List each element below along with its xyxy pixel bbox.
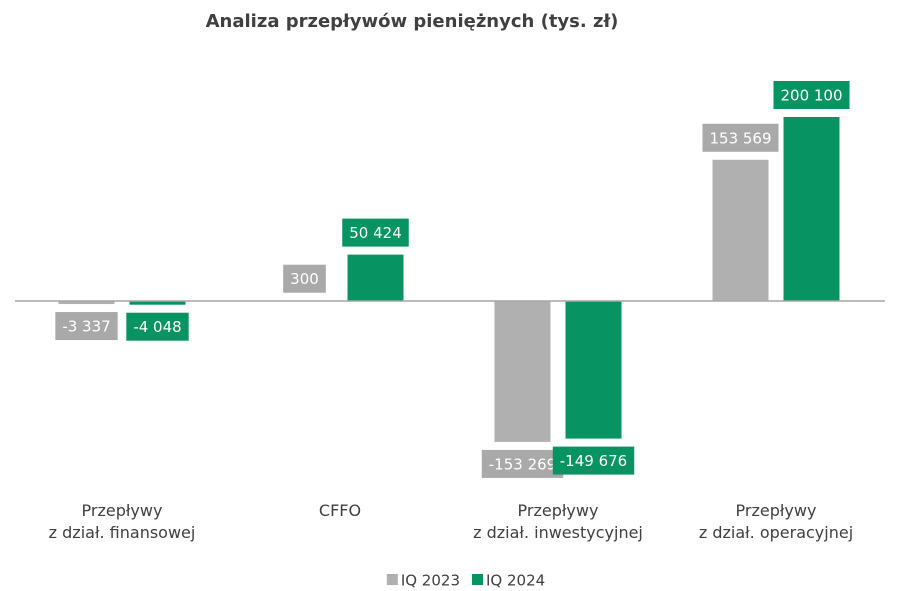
value-label-box (342, 218, 409, 247)
value-label-text: -3 337 (62, 318, 110, 336)
value-label: -3 337 (55, 312, 118, 341)
legend-label: IQ 2023 (401, 572, 460, 590)
bar (347, 254, 404, 301)
bar (712, 159, 769, 301)
value-label-box (126, 312, 189, 341)
chart-title: Analiza przepływów pieniężnych (tys. zł) (206, 11, 619, 32)
x-tick-label: Przepływy z dział. finansowej (48, 501, 196, 542)
value-label-box (283, 264, 326, 293)
x-tick-label: CFFO (318, 501, 362, 520)
value-label: -149 676 (552, 446, 635, 475)
value-label-text: 153 569 (709, 129, 771, 147)
bar (129, 300, 186, 305)
bar (783, 116, 840, 301)
value-label-box (481, 449, 564, 478)
value-label: 200 100 (773, 80, 850, 109)
legend-swatch (386, 574, 398, 585)
value-label: -4 048 (126, 312, 189, 341)
value-label-box (552, 446, 635, 475)
legend: IQ 2023 IQ 2024 (386, 572, 545, 590)
value-label-text: 50 424 (349, 224, 402, 242)
value-label-box (55, 312, 118, 341)
value-label-text: -4 048 (133, 318, 181, 336)
value-label-text: 300 (290, 270, 319, 288)
legend-swatch (472, 574, 483, 585)
value-label-text: -149 676 (560, 452, 627, 470)
value-label-box (702, 123, 779, 152)
value-label: 300 (283, 264, 326, 293)
value-label: 153 569 (702, 123, 779, 152)
bar (58, 300, 115, 305)
value-label: -153 269 (481, 449, 564, 478)
value-label-text: -153 269 (489, 455, 556, 473)
x-tick-label: Przepływy z dział. operacyjnej (698, 501, 854, 542)
bar (565, 300, 622, 439)
value-label-box (773, 80, 850, 109)
x-tick-label: Przepływy z dział. inwestycyjnej (473, 501, 643, 542)
value-label-text: 200 100 (780, 86, 842, 104)
legend-label: IQ 2024 (486, 572, 545, 590)
bar (494, 300, 551, 442)
value-label: 50 424 (342, 218, 409, 247)
